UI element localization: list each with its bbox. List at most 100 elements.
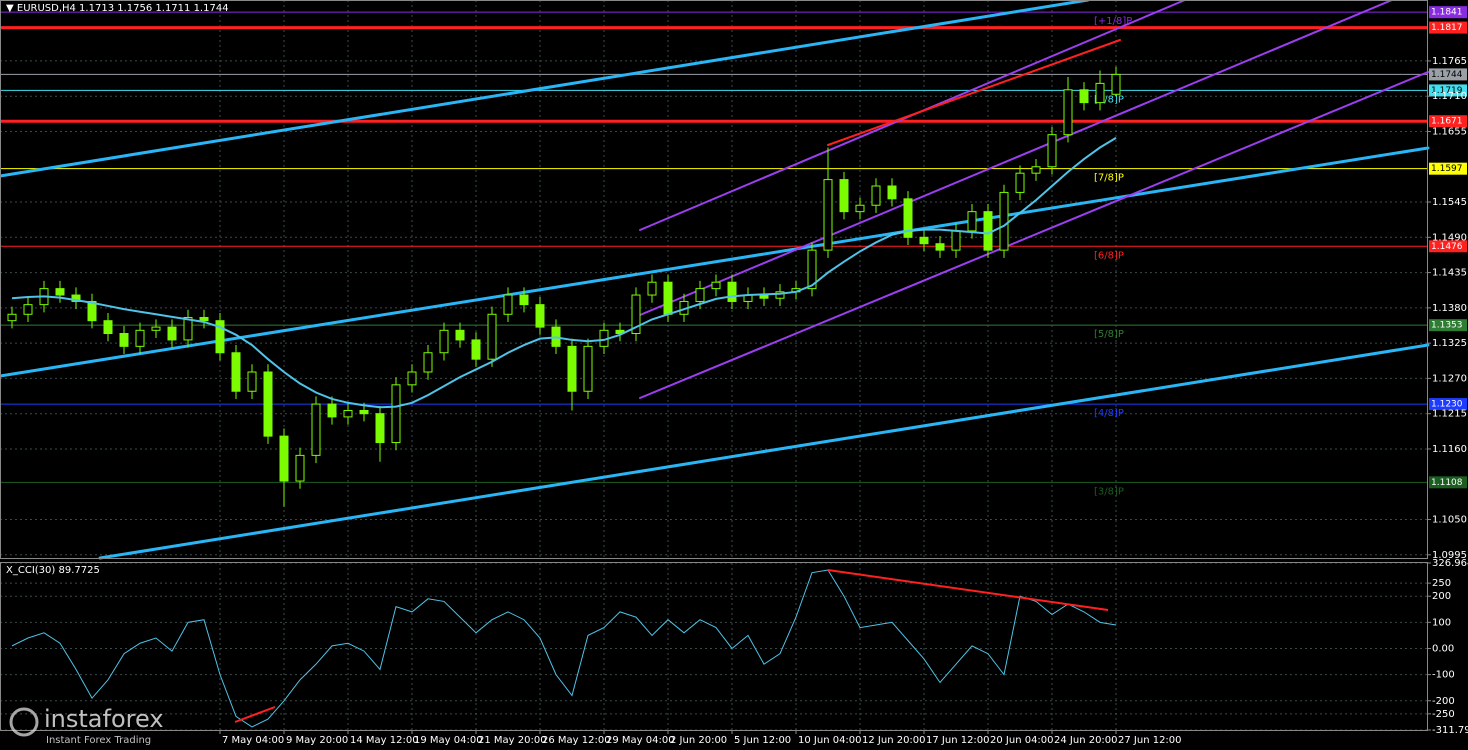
y-tick-label: 1.1215: [1432, 409, 1467, 420]
candle-body: [775, 291, 785, 299]
candle-body: [807, 249, 817, 290]
candle-body: [503, 294, 513, 315]
candle-body: [343, 409, 353, 418]
y-tick-label: 326.9647: [1432, 558, 1468, 569]
candle-body: [487, 313, 497, 360]
candle-body: [151, 326, 161, 331]
x-tick-label: 21 May 20:00: [478, 735, 547, 746]
x-tick-label: 14 May 12:00: [350, 735, 419, 746]
candle-body: [455, 329, 465, 341]
candle-body: [711, 281, 721, 290]
y-tick-label: -311.798: [1432, 725, 1468, 736]
x-tick-label: 27 Jun 12:00: [1118, 735, 1182, 746]
indicator-frame: [0, 562, 1428, 731]
candle-body: [839, 179, 849, 213]
candle-body: [71, 294, 81, 302]
plot: [7, 66, 1121, 728]
trend-line: [0, 0, 1090, 178]
murray-label: [8/8]P: [1094, 94, 1124, 105]
x-tick-label: 7 May 04:00: [222, 735, 284, 746]
price-tag: [1429, 398, 1467, 411]
price-tag-label: 1.1719: [1431, 86, 1463, 96]
channel-line: [639, 0, 1393, 316]
y-tick-label: 1.1380: [1432, 303, 1467, 314]
candle-body: [1111, 73, 1121, 95]
cci-line: [11, 569, 1117, 728]
y-tick-label: 1.1545: [1432, 197, 1467, 208]
trend-line: [98, 343, 1430, 560]
candle-body: [935, 243, 945, 251]
candle-body: [903, 198, 913, 238]
price-tag-label: 1.1476: [1431, 242, 1463, 252]
trend-lines: [0, 0, 1430, 560]
candle-body: [647, 281, 657, 296]
x-tick-label: 10 Jun 04:00: [798, 735, 862, 746]
watermark-sub: Instant Forex Trading: [46, 735, 151, 746]
candle-body: [215, 320, 225, 354]
candle-body: [295, 454, 305, 482]
candle-body: [983, 211, 993, 251]
main-frame: [0, 0, 1428, 559]
murray-label: [5/8]P: [1094, 329, 1124, 340]
candle-body: [87, 300, 97, 322]
candle-body: [375, 413, 385, 444]
candle-body: [439, 329, 449, 354]
y-tick-label: 1.1160: [1432, 444, 1467, 455]
x-tick-label: 24 Jun 20:00: [1054, 735, 1118, 746]
price-tag-label: 1.1230: [1431, 400, 1463, 410]
candle-body: [855, 204, 865, 213]
y-tick-label: 0.00: [1432, 643, 1454, 654]
candle-body: [583, 345, 593, 392]
candle-body: [871, 185, 881, 206]
price-tag: [1429, 476, 1467, 489]
candle-body: [407, 371, 417, 386]
candle-body: [919, 236, 929, 245]
y-tick-label: 250: [1432, 578, 1451, 589]
murray-label: [6/8]P: [1094, 250, 1124, 261]
indicator-title: X_CCI(30) 89.7725: [6, 565, 100, 576]
candle-body: [695, 288, 705, 302]
channel-line: [639, 71, 1429, 399]
candle-body: [1079, 89, 1089, 104]
divergence-line: [234, 706, 276, 723]
trend-line: [0, 146, 1430, 378]
price-tag-label: 1.1841: [1431, 8, 1463, 18]
y-tick-label: 1.1325: [1432, 338, 1467, 349]
price-tag-label: 1.1744: [1431, 70, 1463, 80]
divergence-line: [827, 569, 1109, 611]
murray-label: [4/8]P: [1094, 408, 1124, 419]
levels: 1.1841 [+1/8]P 1.1817 1.1744 1.1719 [8/8]P 1.1…: [0, 6, 1467, 497]
candle-body: [663, 281, 673, 315]
y-tick-label: -200: [1432, 696, 1455, 707]
candle-body: [247, 371, 257, 392]
candle-body: [1063, 89, 1073, 136]
candle-body: [103, 320, 113, 335]
y-tick-label: 200: [1432, 591, 1451, 602]
x-tick-label: 17 Jun 12:00: [926, 735, 990, 746]
price-tag-label: 1.1671: [1431, 117, 1463, 127]
candle-body: [1015, 172, 1025, 193]
candle-body: [23, 304, 33, 315]
candle-body: [359, 409, 369, 415]
candle-body: [55, 288, 65, 296]
y-tick-label: 1.1435: [1432, 268, 1467, 279]
candle-body: [727, 281, 737, 302]
candle-body: [535, 304, 545, 328]
candle-body: [199, 316, 209, 322]
price-tag: [1429, 6, 1467, 19]
moving-average: [11, 137, 1117, 409]
y-tick-label: 1.1270: [1432, 373, 1467, 384]
candle-body: [1047, 134, 1057, 168]
candle-body: [631, 294, 641, 335]
candle-body: [1031, 166, 1041, 174]
price-tag: [1429, 162, 1467, 175]
y-tick-label: -250: [1432, 709, 1455, 720]
candle-body: [391, 384, 401, 444]
candle-body: [311, 403, 321, 456]
x-tick-label: 2 Jun 20:00: [670, 735, 727, 746]
x-tick-label: 5 Jun 12:00: [734, 735, 791, 746]
header: ▼ EURUSD,H4 1.1713 1.1756 1.1711 1.1744: [6, 3, 229, 14]
x-tick-label: 20 Jun 04:00: [990, 735, 1054, 746]
